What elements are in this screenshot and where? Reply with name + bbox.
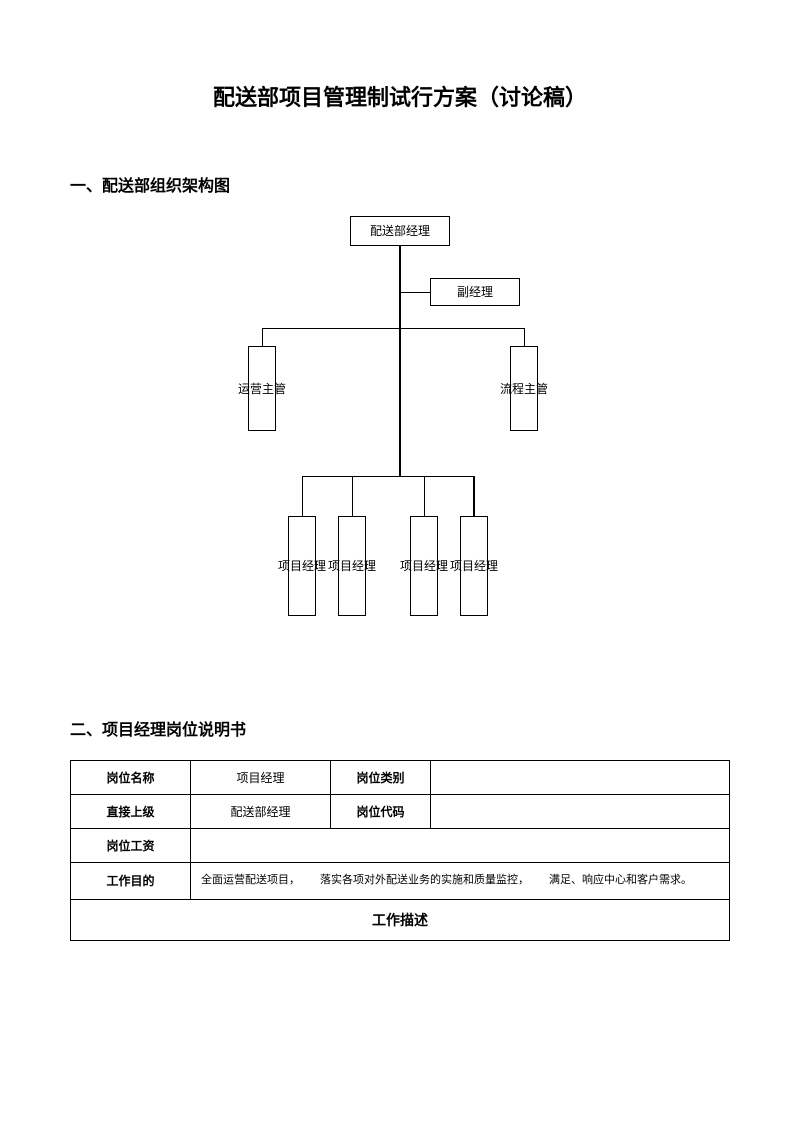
cell-value <box>431 795 730 829</box>
table-row: 岗位工资 <box>71 829 730 863</box>
cell-label: 岗位名称 <box>71 761 191 795</box>
node-pm1: 项目经理 <box>288 516 316 616</box>
table-row: 岗位名称 项目经理 岗位类别 <box>71 761 730 795</box>
table-row-desc-header: 工作描述 <box>71 899 730 940</box>
cell-value <box>431 761 730 795</box>
cell-label: 直接上级 <box>71 795 191 829</box>
node-pm2: 项目经理 <box>338 516 366 616</box>
cell-desc-header: 工作描述 <box>71 899 730 940</box>
node-process: 流程主管 <box>510 346 538 431</box>
node-pm3: 项目经理 <box>410 516 438 616</box>
cell-label: 岗位类别 <box>331 761 431 795</box>
cell-value: 项目经理 <box>191 761 331 795</box>
node-pm4: 项目经理 <box>460 516 488 616</box>
cell-purpose: 全面运营配送项目，落实各项对外配送业务的实施和质量监控，满足、响应中心和客户需求… <box>191 863 730 900</box>
section2-heading: 二、项目经理岗位说明书 <box>70 716 730 740</box>
section1-heading: 一、配送部组织架构图 <box>70 172 730 196</box>
org-chart: 配送部经理 副经理 运营主管 流程主管 项目经理 项目经理 <box>200 216 600 656</box>
cell-label: 岗位工资 <box>71 829 191 863</box>
table-row: 直接上级 配送部经理 岗位代码 <box>71 795 730 829</box>
node-deputy: 副经理 <box>430 278 520 306</box>
cell-value <box>191 829 730 863</box>
cell-value: 配送部经理 <box>191 795 331 829</box>
cell-label: 工作目的 <box>71 863 191 900</box>
job-description-table: 岗位名称 项目经理 岗位类别 直接上级 配送部经理 岗位代码 岗位工资 工作目的… <box>70 760 730 941</box>
cell-label: 岗位代码 <box>331 795 431 829</box>
table-row: 工作目的 全面运营配送项目，落实各项对外配送业务的实施和质量监控，满足、响应中心… <box>71 863 730 900</box>
node-root: 配送部经理 <box>350 216 450 246</box>
node-ops: 运营主管 <box>248 346 276 431</box>
document-title: 配送部项目管理制试行方案（讨论稿） <box>70 80 730 112</box>
